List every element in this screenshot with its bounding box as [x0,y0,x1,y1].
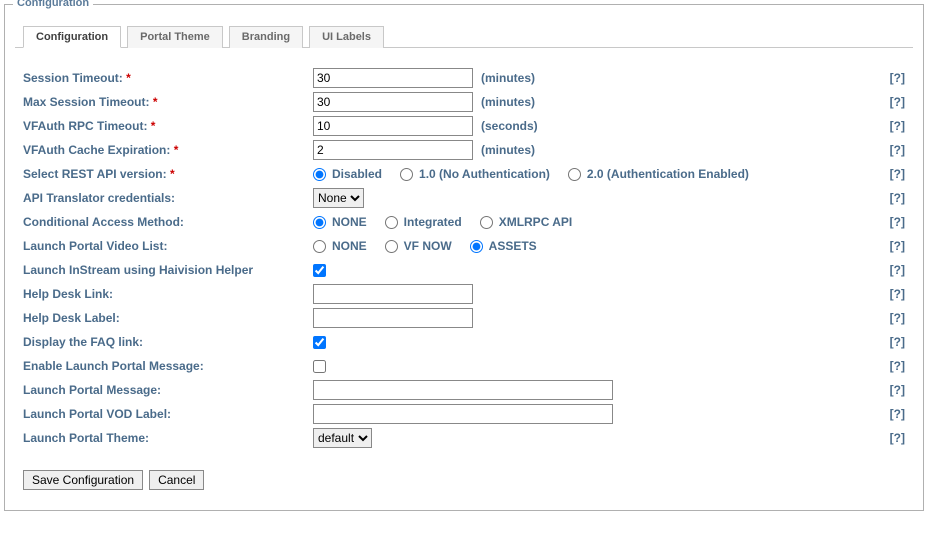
help-icon[interactable]: [?] [880,239,905,253]
fieldset-legend: Configuration [13,0,93,9]
enable-lp-msg-checkbox[interactable] [313,360,326,373]
cancel-button[interactable]: Cancel [149,470,204,490]
vfauth-cache-exp-label: VFAuth Cache Expiration: * [23,143,313,157]
cond-access-xmlrpc[interactable]: XMLRPC API [480,215,573,229]
lp-theme-label: Launch Portal Theme: [23,431,313,445]
help-icon[interactable]: [?] [880,191,905,205]
lp-message-input[interactable] [313,380,613,400]
help-desk-link-input[interactable] [313,284,473,304]
help-icon[interactable]: [?] [880,287,905,301]
help-icon[interactable]: [?] [880,359,905,373]
help-icon[interactable]: [?] [880,335,905,349]
cond-access-integrated[interactable]: Integrated [385,215,462,229]
help-icon[interactable]: [?] [880,167,905,181]
help-icon[interactable]: [?] [880,263,905,277]
max-session-timeout-input[interactable] [313,92,473,112]
tab-portal-theme[interactable]: Portal Theme [127,26,223,48]
vfauth-cache-exp-unit: (minutes) [481,143,535,157]
launch-video-assets[interactable]: ASSETS [470,239,537,253]
cond-access-none[interactable]: NONE [313,215,367,229]
help-icon[interactable]: [?] [880,383,905,397]
rest-api-20[interactable]: 2.0 (Authentication Enabled) [568,167,749,181]
instream-helper-checkbox[interactable] [313,264,326,277]
max-session-timeout-unit: (minutes) [481,95,535,109]
rest-api-disabled[interactable]: Disabled [313,167,382,181]
session-timeout-unit: (minutes) [481,71,535,85]
tab-ui-labels[interactable]: UI Labels [309,26,384,48]
enable-lp-msg-label: Enable Launch Portal Message: [23,359,313,373]
help-desk-label-label: Help Desk Label: [23,311,313,325]
vfauth-rpc-timeout-label: VFAuth RPC Timeout: * [23,119,313,133]
max-session-timeout-label: Max Session Timeout: * [23,95,313,109]
tab-branding[interactable]: Branding [229,26,303,48]
help-icon[interactable]: [?] [880,431,905,445]
help-desk-label-input[interactable] [313,308,473,328]
help-desk-link-label: Help Desk Link: [23,287,313,301]
help-icon[interactable]: [?] [880,95,905,109]
vfauth-rpc-timeout-input[interactable] [313,116,473,136]
lp-theme-select[interactable]: default [313,428,372,448]
launch-video-list-radio-group: NONE VF NOW ASSETS [313,239,537,253]
tab-configuration[interactable]: Configuration [23,26,121,48]
cond-access-radio-group: NONE Integrated XMLRPC API [313,215,572,229]
form-area: Session Timeout: * (minutes) [?] Max Ses… [15,48,913,500]
launch-video-none[interactable]: NONE [313,239,367,253]
display-faq-label: Display the FAQ link: [23,335,313,349]
lp-vod-label-label: Launch Portal VOD Label: [23,407,313,421]
rest-api-10[interactable]: 1.0 (No Authentication) [400,167,550,181]
api-translator-select[interactable]: None [313,188,364,208]
configuration-fieldset: Configuration Configuration Portal Theme… [4,4,924,511]
help-icon[interactable]: [?] [880,407,905,421]
session-timeout-input[interactable] [313,68,473,88]
lp-vod-label-input[interactable] [313,404,613,424]
rest-api-label: Select REST API version: * [23,167,313,181]
launch-video-list-label: Launch Portal Video List: [23,239,313,253]
session-timeout-label: Session Timeout: * [23,71,313,85]
vfauth-rpc-timeout-unit: (seconds) [481,119,538,133]
help-icon[interactable]: [?] [880,119,905,133]
button-row: Save Configuration Cancel [23,470,905,490]
rest-api-radio-group: Disabled 1.0 (No Authentication) 2.0 (Au… [313,167,749,181]
help-icon[interactable]: [?] [880,143,905,157]
help-icon[interactable]: [?] [880,71,905,85]
launch-video-vfnow[interactable]: VF NOW [385,239,452,253]
display-faq-checkbox[interactable] [313,336,326,349]
lp-message-label: Launch Portal Message: [23,383,313,397]
help-icon[interactable]: [?] [880,311,905,325]
vfauth-cache-exp-input[interactable] [313,140,473,160]
help-icon[interactable]: [?] [880,215,905,229]
instream-helper-label: Launch InStream using Haivision Helper [23,263,313,277]
save-button[interactable]: Save Configuration [23,470,143,490]
tab-bar: Configuration Portal Theme Branding UI L… [15,25,913,48]
api-translator-label: API Translator credentials: [23,191,313,205]
cond-access-label: Conditional Access Method: [23,215,313,229]
